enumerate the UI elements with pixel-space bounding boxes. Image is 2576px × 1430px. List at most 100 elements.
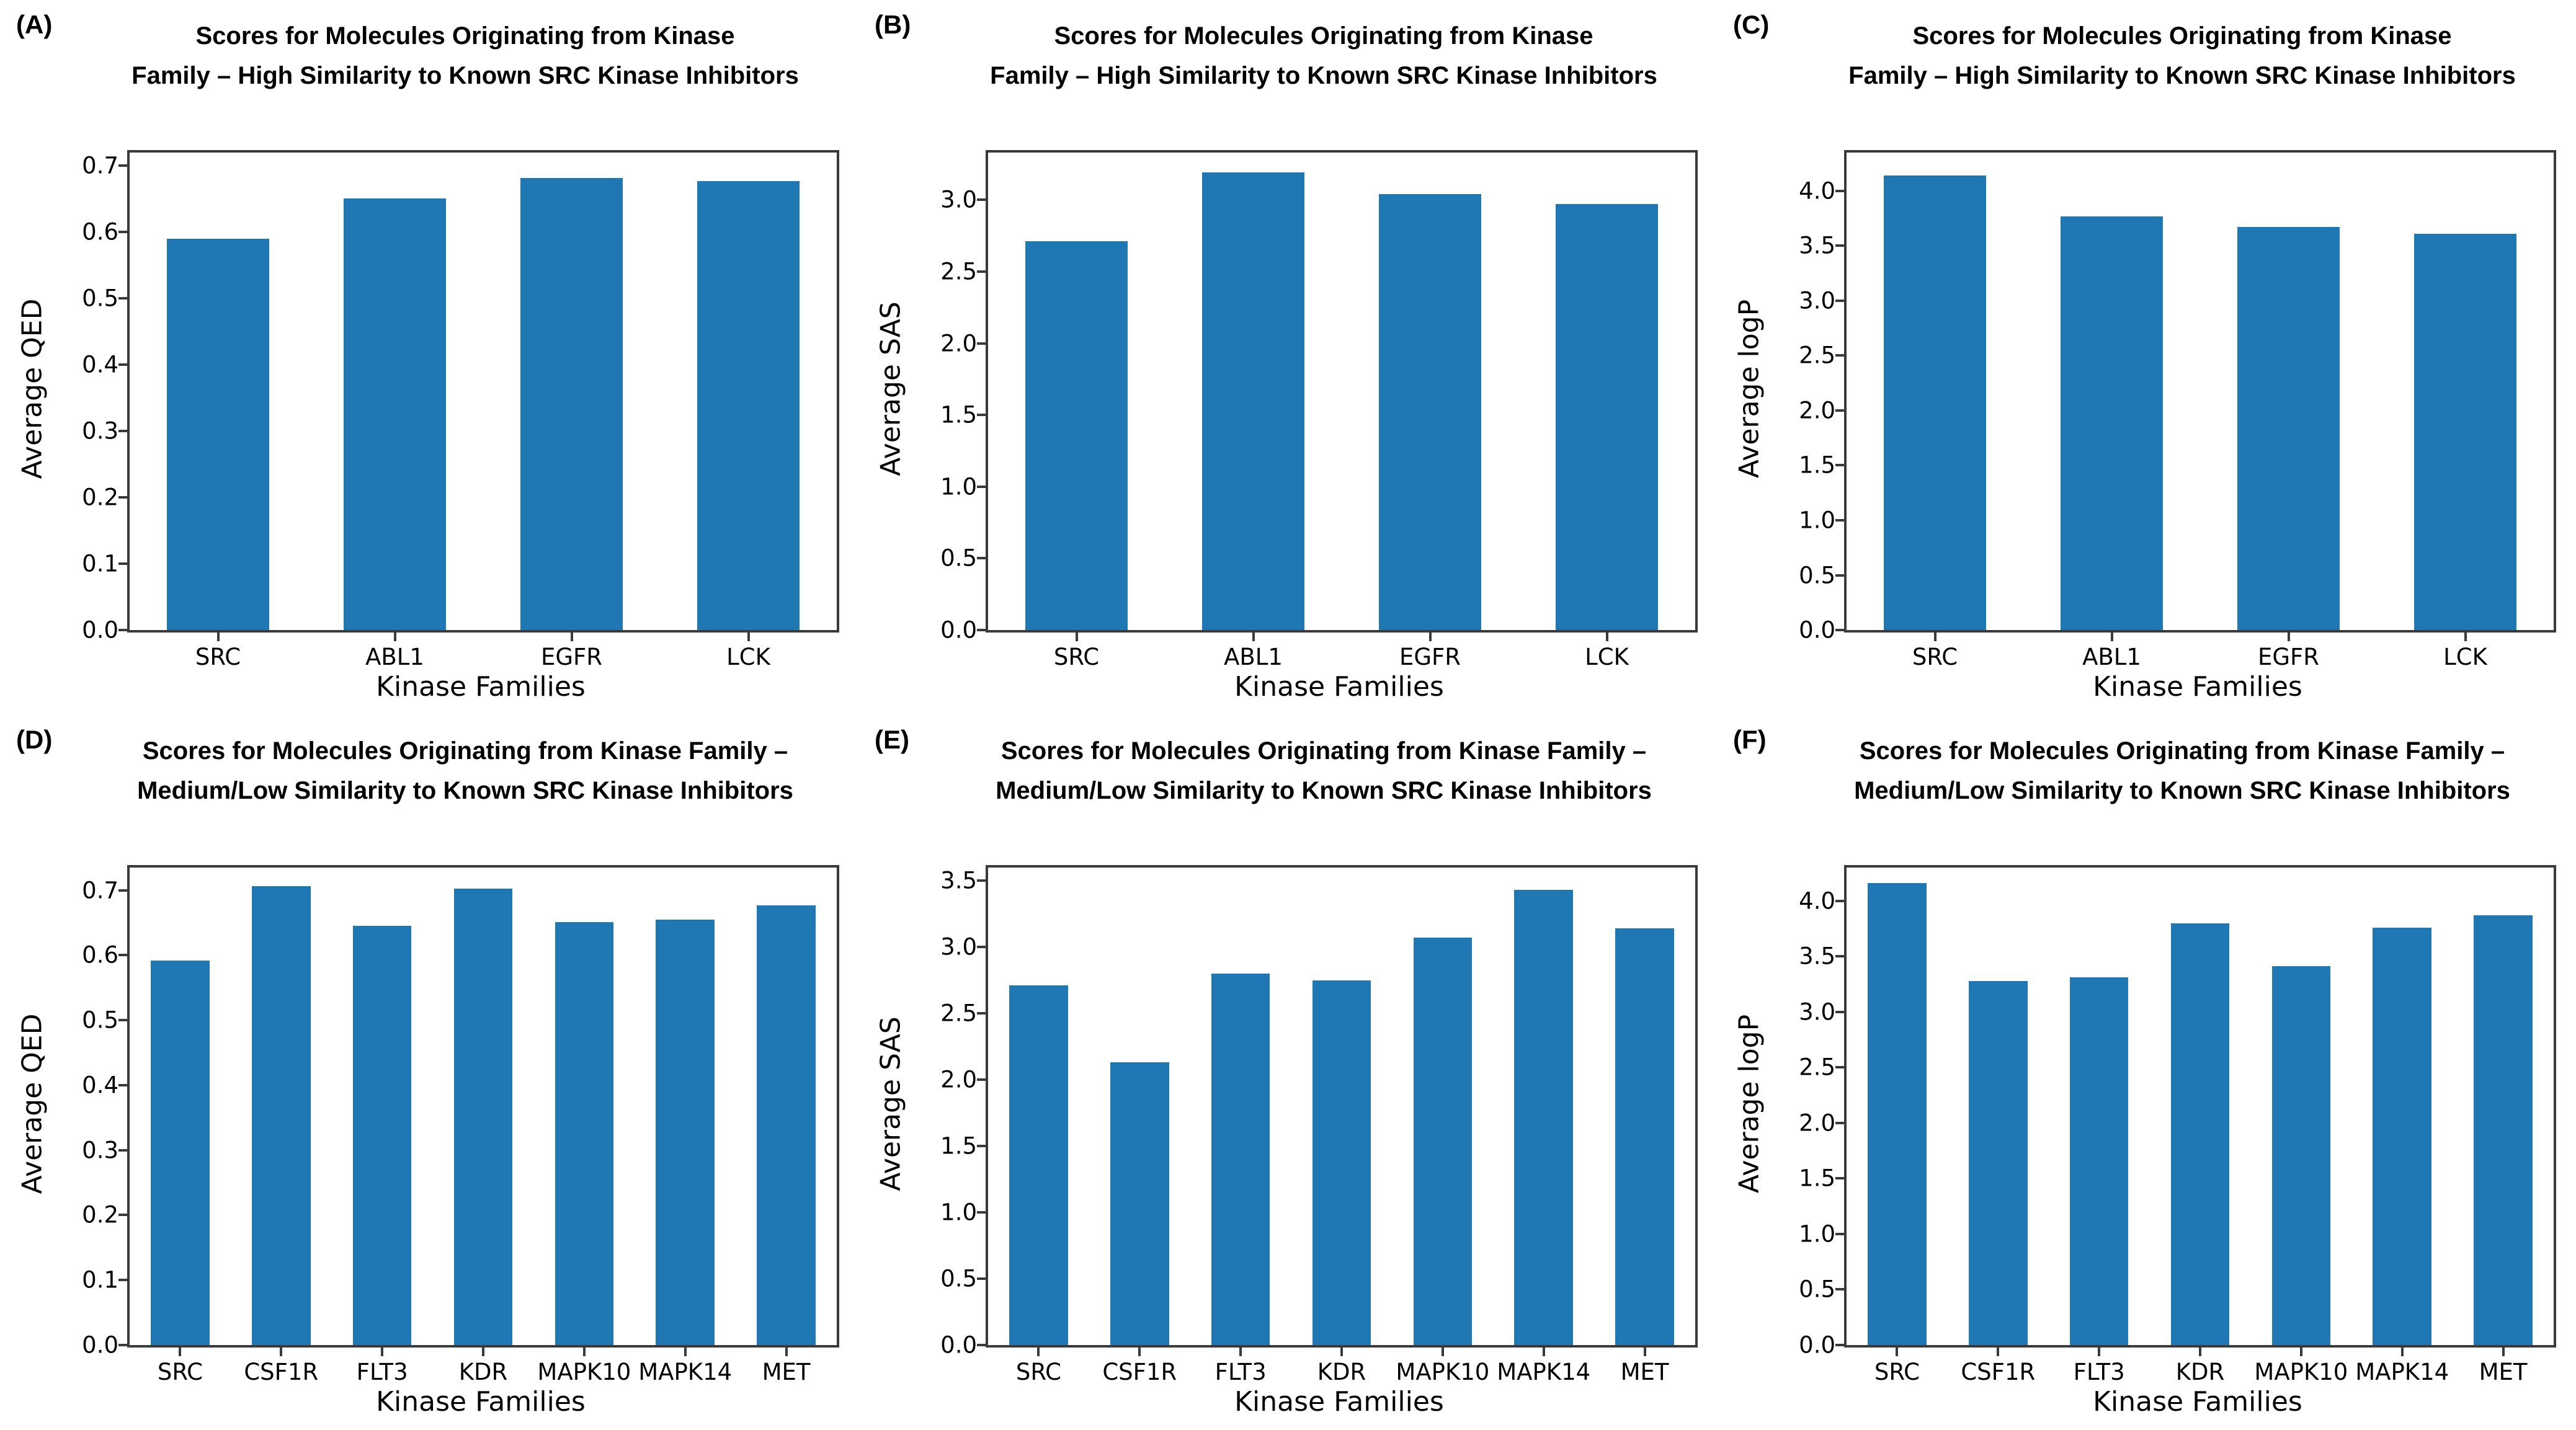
bar-src [1009, 985, 1068, 1345]
y-tick-mark [1835, 1288, 1844, 1291]
bar-kdr [453, 888, 513, 1345]
bar-abl1 [2060, 216, 2164, 630]
y-tick-label: 0.3 [82, 417, 118, 445]
y-tick-mark [977, 198, 986, 202]
y-tick-label: 1.0 [1799, 1220, 1835, 1248]
y-tick-mark [118, 629, 127, 631]
x-tick-mark [582, 1348, 586, 1356]
bar-src [1025, 241, 1128, 630]
plot-area: 0.0 0.5 1.0 1.5 2.0 2.5 3.0 3.5 4.0 SRC CSF1R FLT3 K… [1799, 865, 2556, 1385]
y-tick-mark [118, 889, 127, 892]
y-tick-mark [1835, 1177, 1844, 1180]
y-tick-mark [1835, 244, 1844, 247]
y-tick-mark [118, 1148, 127, 1152]
bar-mapk14 [656, 919, 715, 1345]
x-tick-label-mapk10: MAPK10 [2254, 1359, 2348, 1385]
y-tick-label: 2.5 [940, 258, 977, 285]
bar-flt3 [352, 926, 412, 1345]
y-tick-label: 0.3 [82, 1137, 118, 1164]
y-tick-label: 3.5 [940, 867, 977, 894]
bar-met [2474, 915, 2533, 1345]
bar-egfr [1378, 194, 1482, 630]
y-tick-mark [977, 485, 986, 488]
panel-e-y-axis-label: Average SAS [875, 1016, 907, 1191]
panel-c-x-axis-label: Kinase Families [2093, 671, 2302, 703]
y-tick-mark [977, 629, 986, 631]
x-tick-mark [2287, 633, 2290, 641]
y-tick-mark [1835, 899, 1844, 902]
y-tick-mark [118, 562, 127, 566]
x-tick-mark [785, 1348, 788, 1356]
y-tick-mark [118, 231, 127, 234]
y-tick-mark [1835, 189, 1844, 192]
y-tick-label: 0.5 [940, 544, 977, 572]
y-tick-label: 3.0 [940, 186, 977, 213]
bar-flt3 [1211, 974, 1270, 1345]
panel-e-title-line1: Scores for Molecules Originating from Ki… [1001, 737, 1647, 765]
bar-mapk10 [555, 922, 614, 1345]
y-tick-mark [1835, 1010, 1844, 1013]
x-tick-label-kdr: KDR [2175, 1359, 2225, 1385]
panel-f-title-line2: Medium/Low Similarity to Known SRC Kinas… [1854, 777, 2510, 804]
x-tick-mark [280, 1348, 283, 1356]
x-tick-label-mapk10: MAPK10 [537, 1359, 631, 1385]
x-tick-label-src: SRC [195, 644, 241, 670]
y-tick-label: 0.1 [82, 550, 118, 577]
x-tick-mark [2110, 633, 2113, 641]
y-tick-label: 0.7 [82, 152, 118, 179]
panel-a-title-line2: Family – High Similarity to Known SRC Ki… [131, 62, 799, 89]
panel-c-title-line2: Family – High Similarity to Known SRC Ki… [1848, 62, 2516, 89]
bar-mapk10 [2271, 966, 2331, 1345]
x-tick-label-csf1r: CSF1R [1961, 1359, 2036, 1385]
x-tick-label-csf1r: CSF1R [244, 1359, 319, 1385]
x-tick-label-lck: LCK [726, 644, 770, 670]
y-tick-mark [118, 1083, 127, 1086]
y-tick-label: 2.0 [1799, 1109, 1835, 1137]
y-tick-label: 2.5 [1799, 1054, 1835, 1081]
bar-src [1883, 175, 1987, 630]
y-tick-label: 0.5 [1799, 1276, 1835, 1303]
y-tick-label: 0.5 [1799, 562, 1835, 588]
y-tick-label: 1.0 [940, 1199, 977, 1226]
y-tick-label: 0.0 [1799, 616, 1835, 644]
y-tick-mark [118, 430, 127, 433]
y-tick-mark [118, 1019, 127, 1022]
y-tick-label: 0.5 [82, 285, 118, 312]
bar-src [166, 239, 270, 630]
x-tick-label-src: SRC [1015, 1359, 1062, 1385]
bar-lck [697, 181, 800, 630]
y-tick-mark [118, 164, 127, 167]
x-tick-mark [747, 633, 750, 641]
plot-area: 0.0 0.5 1.0 1.5 2.0 2.5 3.0 3.5 4.0 SRC ABL1 EGFR LC… [1799, 150, 2556, 670]
y-tick-label: 0.6 [82, 218, 118, 246]
y-tick-label: 0.0 [940, 616, 977, 644]
panel-f-title: Scores for Molecules Originating from Ki… [1798, 731, 2567, 810]
y-tick-label: 0.5 [940, 1265, 977, 1292]
x-tick-label-abl1: ABL1 [365, 644, 424, 670]
x-tick-mark [1997, 1348, 2000, 1356]
x-tick-mark [2199, 1348, 2201, 1356]
y-tick-mark [977, 1211, 986, 1214]
figure-row-top: (A) Scores for Molecules Originating fro… [0, 0, 2556, 715]
x-tick-mark [1441, 1348, 1444, 1356]
plot-area: 0.0 0.1 0.2 0.3 0.4 0.5 0.6 0.7 SRC ABL1 EGFR LCK [82, 150, 839, 670]
panel-e-title: Scores for Molecules Originating from Ki… [939, 731, 1708, 810]
x-tick-label-csf1r: CSF1R [1102, 1359, 1177, 1385]
panel-a: (A) Scores for Molecules Originating fro… [0, 0, 858, 715]
bar-egfr [2237, 227, 2340, 630]
x-tick-mark [1542, 1348, 1545, 1356]
y-tick-mark [118, 297, 127, 300]
y-tick-mark [118, 1279, 127, 1282]
panel-b-label: (B) [875, 10, 911, 39]
bar-mapk10 [1413, 938, 1473, 1345]
x-tick-mark [2400, 1348, 2404, 1356]
panel-c-title-line1: Scores for Molecules Originating from Ki… [1912, 22, 2452, 50]
panel-f-label: (F) [1733, 725, 1767, 754]
x-tick-mark [1252, 633, 1255, 641]
y-tick-mark [1835, 464, 1844, 467]
x-tick-label-mapk14: MAPK14 [1497, 1359, 1591, 1385]
panel-d-title: Scores for Molecules Originating from Ki… [81, 731, 850, 810]
x-tick-mark [1428, 633, 1432, 641]
x-tick-label-flt3: FLT3 [356, 1359, 408, 1385]
